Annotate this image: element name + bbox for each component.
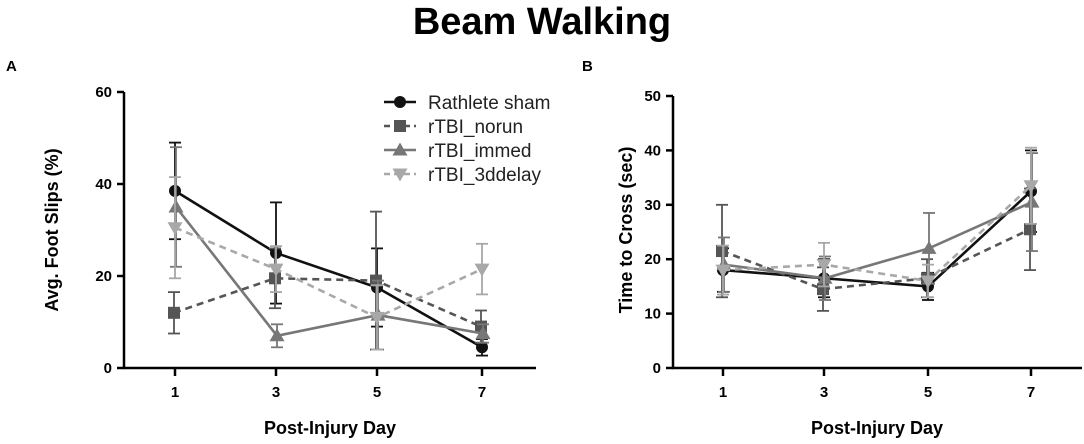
panel-b-chart: B Time to Cross (sec) Post-Injury Day 0 1… — [582, 58, 1082, 438]
legend-item: Rathlete sham — [384, 93, 551, 114]
panel-a-chart: A Avg. Foot Slips (%) Post-Injury Day 0 2… — [6, 58, 536, 438]
panel-b-series-rtbi-3ddelay — [715, 146, 1039, 299]
legend-item: rTBI_norun — [384, 117, 523, 138]
panel-a-x-tick-label: 7 — [478, 384, 486, 401]
panel-b-y-tick-label: 10 — [644, 306, 661, 323]
legend-label: rTBI_3ddelay — [428, 165, 542, 186]
legend-marker — [392, 168, 408, 182]
panel-b-y-tick-label: 30 — [644, 197, 661, 214]
panel-a-data-point — [268, 263, 284, 277]
panel-a-x-axis-title: Post-Injury Day — [264, 418, 396, 438]
panel-a-x-tick-label: 1 — [171, 384, 179, 401]
panel-a-data-point — [167, 222, 183, 236]
panel-a-data-point — [168, 199, 184, 213]
legend-label: rTBI_norun — [428, 117, 523, 138]
panel-a-y-tick-label: 0 — [104, 360, 112, 377]
panel-b-data-point — [817, 283, 829, 296]
panel-b-series-line — [722, 190, 1032, 288]
panel-b-data-point — [715, 264, 731, 278]
legend: Rathlete sham rTBI_norun rTBI_immed rTBI_3d… — [384, 93, 551, 186]
panel-a-x-tick-label: 5 — [373, 384, 381, 401]
panel-b-data-point — [1024, 194, 1040, 208]
panel-label-a: A — [6, 58, 17, 75]
panel-a-series-line — [173, 276, 482, 328]
panel-b-series-line — [723, 200, 1033, 280]
panel-a-series-rtbi-3ddelay — [167, 176, 490, 351]
panel-b-x-tick-label: 7 — [1027, 384, 1035, 401]
panel-b-y-tick-label: 50 — [644, 88, 661, 105]
panel-a-y-tick-label: 40 — [95, 176, 112, 193]
panel-a-x-tick-label: 3 — [272, 384, 280, 401]
figure-title: Beam Walking — [413, 1, 671, 43]
panel-a-data-point — [475, 326, 491, 339]
panel-b-x-ticks: 1 3 5 7 — [719, 368, 1035, 401]
legend-marker — [394, 96, 406, 108]
panel-b-series-line — [722, 184, 1032, 283]
legend-item: rTBI_3ddelay — [384, 165, 542, 186]
panel-a-data-point — [476, 341, 488, 354]
panel-a-series-line — [174, 206, 484, 338]
panel-a-data-point — [369, 311, 385, 325]
legend-marker — [392, 142, 408, 156]
panel-b-x-tick-label: 1 — [719, 384, 727, 401]
panel-b-series — [715, 146, 1040, 312]
panel-a-data-point — [269, 328, 285, 342]
panel-a-x-ticks: 1 3 5 7 — [171, 368, 486, 401]
panel-a-data-point — [168, 306, 180, 319]
panel-b-y-tick-label: 20 — [644, 251, 661, 268]
panel-b-y-tick-label: 40 — [644, 142, 661, 159]
panel-b-series-line — [721, 228, 1031, 291]
panel-b-y-ticks: 0 10 20 30 40 50 — [644, 88, 673, 377]
panel-a-data-point — [474, 263, 490, 277]
panel-label-b: B — [582, 58, 593, 75]
panel-a-series-line — [174, 189, 483, 349]
legend-marker — [394, 120, 406, 132]
panel-b-data-point — [920, 275, 936, 289]
panel-a-y-axis-title: Avg. Foot Slips (%) — [42, 148, 62, 311]
panel-b-data-point — [817, 270, 833, 284]
panel-b-y-tick-label: 0 — [653, 360, 661, 377]
panel-b-y-axis-title: Time to Cross (sec) — [616, 147, 636, 314]
panel-b-x-axis-title: Post-Injury Day — [811, 418, 943, 438]
panel-a-data-point — [269, 272, 281, 285]
panel-b-series-rtbi-norun — [716, 187, 1036, 312]
legend-label: rTBI_immed — [428, 141, 531, 162]
panel-b-x-tick-label: 3 — [820, 384, 828, 401]
panel-a-series-line — [174, 226, 483, 319]
panel-b-data-point — [1023, 180, 1039, 194]
panel-b-data-point — [1024, 223, 1036, 236]
panel-a-y-tick-label: 60 — [95, 84, 112, 101]
panel-b-data-point — [921, 240, 937, 254]
panel-b-data-point — [816, 259, 832, 273]
legend-label: Rathlete sham — [428, 93, 551, 114]
panel-a-y-ticks: 0 20 40 60 — [95, 84, 124, 377]
panel-b-x-tick-label: 5 — [924, 384, 932, 401]
panel-a-series — [167, 141, 491, 357]
legend-item: rTBI_immed — [384, 141, 531, 162]
panel-a-series-rtbi-norun — [168, 210, 487, 351]
panel-a-y-tick-label: 20 — [95, 268, 112, 285]
panel-b-data-point — [716, 245, 728, 258]
